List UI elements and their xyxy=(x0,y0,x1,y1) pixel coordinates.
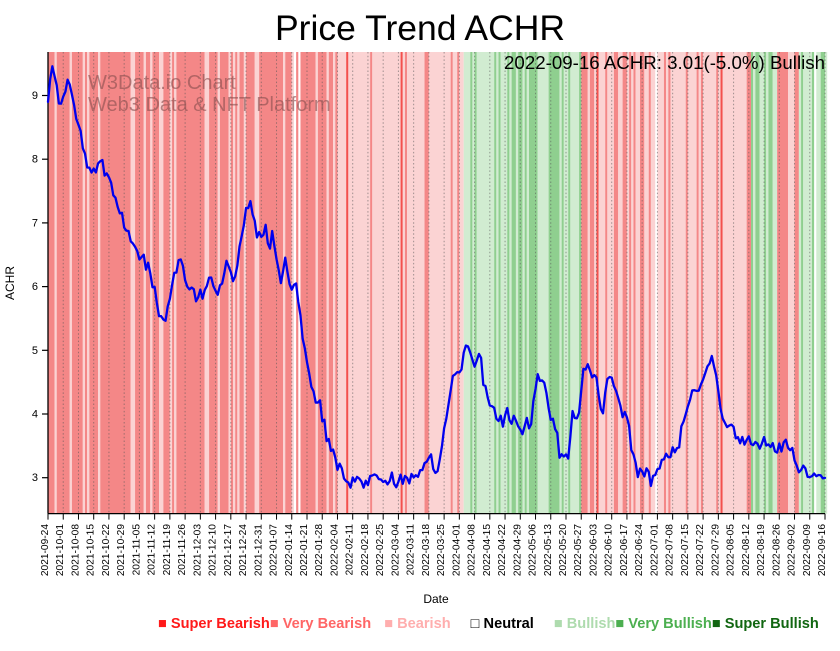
svg-text:2022-01-07: 2022-01-07 xyxy=(269,524,280,576)
svg-text:2021-10-01: 2021-10-01 xyxy=(55,524,66,576)
svg-text:2021-11-12: 2021-11-12 xyxy=(147,524,158,576)
svg-text:2022-02-04: 2022-02-04 xyxy=(329,524,340,576)
svg-text:9: 9 xyxy=(32,90,38,102)
svg-text:2022-06-24: 2022-06-24 xyxy=(634,524,645,576)
svg-text:2022-05-20: 2022-05-20 xyxy=(558,524,569,576)
svg-text:2022-07-08: 2022-07-08 xyxy=(665,524,676,576)
svg-text:2022-09-09: 2022-09-09 xyxy=(802,524,813,576)
svg-text:2022-04-01: 2022-04-01 xyxy=(451,524,462,576)
svg-text:2022-06-03: 2022-06-03 xyxy=(588,524,599,576)
svg-text:2022-05-06: 2022-05-06 xyxy=(528,524,539,576)
svg-text:2022-08-05: 2022-08-05 xyxy=(726,524,737,576)
svg-text:2022-09-16: 2022-09-16 xyxy=(817,524,828,576)
svg-text:2022-01-28: 2022-01-28 xyxy=(314,524,325,576)
svg-text:2021-11-05: 2021-11-05 xyxy=(131,524,142,576)
svg-text:Price Trend ACHR: Price Trend ACHR xyxy=(275,8,565,48)
svg-text:2021-12-10: 2021-12-10 xyxy=(208,524,219,576)
svg-text:2022-04-08: 2022-04-08 xyxy=(467,524,478,576)
svg-text:2022-03-11: 2022-03-11 xyxy=(406,524,417,576)
svg-text:2022-01-14: 2022-01-14 xyxy=(284,524,295,576)
svg-text:2022-01-21: 2022-01-21 xyxy=(299,524,310,576)
svg-text:2021-09-24: 2021-09-24 xyxy=(40,524,51,576)
svg-text:2022-08-26: 2022-08-26 xyxy=(771,524,782,576)
svg-text:2021-10-22: 2021-10-22 xyxy=(101,524,112,576)
svg-text:Web3 Data & NFT Platform: Web3 Data & NFT Platform xyxy=(88,94,331,116)
svg-text:2021-12-03: 2021-12-03 xyxy=(192,524,203,576)
svg-text:7: 7 xyxy=(32,217,38,229)
svg-text:2022-09-02: 2022-09-02 xyxy=(787,524,798,576)
svg-text:2022-05-27: 2022-05-27 xyxy=(573,524,584,576)
svg-text:2022-02-25: 2022-02-25 xyxy=(375,524,386,576)
svg-text:2022-07-15: 2022-07-15 xyxy=(680,524,691,576)
svg-text:2022-02-18: 2022-02-18 xyxy=(360,524,371,576)
svg-text:2022-05-13: 2022-05-13 xyxy=(543,524,554,576)
svg-text:2021-11-26: 2021-11-26 xyxy=(177,524,188,576)
svg-text:2021-10-08: 2021-10-08 xyxy=(70,524,81,576)
svg-text:Date: Date xyxy=(423,592,449,606)
svg-text:2022-08-12: 2022-08-12 xyxy=(741,524,752,576)
svg-text:2022-03-04: 2022-03-04 xyxy=(390,524,401,576)
svg-text:2022-04-29: 2022-04-29 xyxy=(512,524,523,576)
svg-text:2022-06-17: 2022-06-17 xyxy=(619,524,630,576)
svg-text:3: 3 xyxy=(32,472,38,484)
svg-text:2022-03-25: 2022-03-25 xyxy=(436,524,447,576)
svg-text:2022-04-15: 2022-04-15 xyxy=(482,524,493,576)
svg-text:2022-06-10: 2022-06-10 xyxy=(604,524,615,576)
svg-text:2021-10-29: 2021-10-29 xyxy=(116,524,127,576)
svg-text:8: 8 xyxy=(32,154,38,166)
svg-text:4: 4 xyxy=(32,409,38,421)
svg-text:2022-02-11: 2022-02-11 xyxy=(345,524,356,576)
svg-text:2022-07-22: 2022-07-22 xyxy=(695,524,706,576)
svg-text:2022-07-29: 2022-07-29 xyxy=(710,524,721,576)
svg-text:2022-08-19: 2022-08-19 xyxy=(756,524,767,576)
svg-text:2021-12-17: 2021-12-17 xyxy=(223,524,234,576)
svg-text:W3Data.io Chart: W3Data.io Chart xyxy=(88,72,236,94)
svg-text:2021-12-31: 2021-12-31 xyxy=(253,524,264,576)
svg-text:6: 6 xyxy=(32,281,38,293)
svg-text:2021-11-19: 2021-11-19 xyxy=(162,524,173,576)
svg-text:5: 5 xyxy=(32,345,38,357)
svg-text:2022-03-18: 2022-03-18 xyxy=(421,524,432,576)
svg-text:2022-04-22: 2022-04-22 xyxy=(497,524,508,576)
svg-text:2022-09-16 ACHR: 3.01(-5.0%) B: 2022-09-16 ACHR: 3.01(-5.0%) Bullish xyxy=(504,52,825,73)
svg-text:2021-10-15: 2021-10-15 xyxy=(86,524,97,576)
svg-text:2021-12-24: 2021-12-24 xyxy=(238,524,249,576)
svg-text:2022-07-01: 2022-07-01 xyxy=(649,524,660,576)
svg-text:ACHR: ACHR xyxy=(3,266,17,300)
